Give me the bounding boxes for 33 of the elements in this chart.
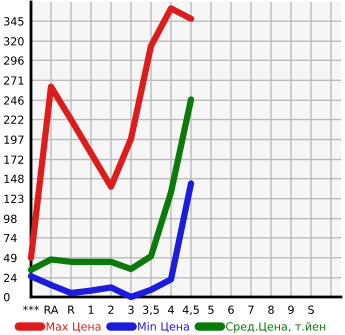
y-tick-label: 172: [4, 155, 24, 164]
legend-label: Max Цена: [46, 322, 101, 332]
x-tick-label: 4: [168, 306, 174, 314]
y-tick-label: 246: [4, 96, 24, 105]
x-tick-label: 5: [208, 306, 214, 314]
x-tick-label: 8: [268, 306, 274, 314]
x-tick-label: 6: [228, 306, 234, 314]
x-tick-label: 1: [88, 306, 94, 314]
y-tick-label: 49: [4, 254, 17, 262]
y-tick-label: 24: [4, 274, 17, 282]
x-tick-label: R: [68, 306, 75, 314]
x-tick-label: 2: [108, 306, 114, 314]
x-tick-label: 9: [288, 306, 294, 314]
x-tick-label: 4,5: [182, 306, 199, 316]
x-tick-label: 3,5: [143, 306, 159, 316]
y-tick-label: 98: [4, 214, 17, 224]
y-tick-label: 320: [4, 37, 24, 46]
y-tick-label: 222: [4, 115, 24, 124]
x-tick-label: RA: [44, 306, 58, 314]
y-tick-label: 0: [4, 292, 10, 302]
y-tick-label: 345: [4, 17, 24, 26]
x-tick-label: S: [308, 306, 314, 314]
x-tick-label: 7: [248, 306, 254, 314]
y-tick-label: 148: [4, 174, 24, 184]
x-tick-label: ***: [23, 306, 39, 311]
y-tick-label: 296: [4, 56, 24, 65]
y-tick-label: 123: [4, 194, 24, 204]
y-tick-label: 197: [4, 135, 24, 144]
x-tick-label: 3: [128, 306, 134, 314]
legend-label: Min Цена: [138, 322, 189, 332]
legend-label: Сред.Цена, т.йен: [226, 322, 326, 333]
y-tick-label: 74: [4, 234, 17, 242]
y-tick-label: 271: [4, 76, 24, 85]
